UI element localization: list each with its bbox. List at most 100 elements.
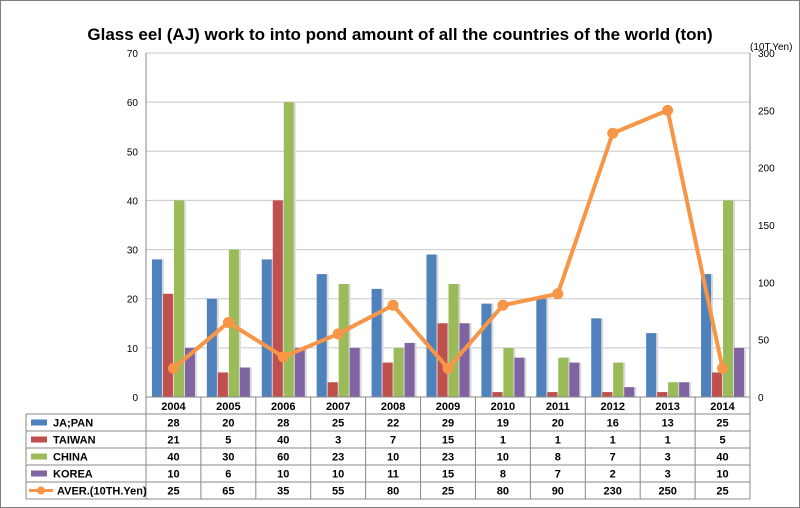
bar-korea bbox=[404, 342, 415, 397]
left-axis-tick-label: 50 bbox=[127, 147, 139, 158]
table-cell: 23 bbox=[332, 452, 344, 464]
bar-china bbox=[448, 283, 459, 397]
bar-japan bbox=[591, 318, 602, 397]
bar-china bbox=[393, 347, 404, 397]
legend-label: AVER.(10TH.Yen) bbox=[57, 486, 147, 498]
bar-japan bbox=[206, 298, 217, 397]
average-point bbox=[387, 299, 399, 311]
table-cell: 25 bbox=[442, 486, 454, 498]
bar-korea bbox=[459, 323, 470, 397]
right-axis-tick-label: 250 bbox=[758, 106, 775, 117]
bar-korea bbox=[514, 357, 525, 397]
axes: 0 10 20 30 40 50 60 70 0 50 100 150 200 250 300 bbox=[127, 49, 775, 404]
table-cell: 7 bbox=[610, 452, 616, 464]
average-point bbox=[497, 299, 509, 311]
bar-korea bbox=[624, 387, 635, 397]
bar-japan bbox=[426, 254, 437, 397]
table-cell: 1 bbox=[610, 435, 616, 447]
bar-china bbox=[173, 200, 184, 397]
legend-label: CHINA bbox=[53, 452, 88, 464]
table-cell: 10 bbox=[716, 469, 728, 481]
bar-taiwan bbox=[162, 293, 173, 397]
x-axis-category-label: 2013 bbox=[655, 401, 679, 413]
bar-taiwan bbox=[657, 392, 668, 397]
bar-china bbox=[613, 362, 624, 397]
table-cell: 23 bbox=[442, 452, 454, 464]
bar-china bbox=[503, 347, 514, 397]
legend-swatch bbox=[31, 419, 47, 426]
bar-korea bbox=[734, 347, 745, 397]
table-cell: 80 bbox=[497, 486, 509, 498]
legend-swatch bbox=[31, 470, 47, 477]
average-point bbox=[662, 104, 674, 116]
bar-taiwan bbox=[492, 392, 503, 397]
bar-japan bbox=[371, 288, 382, 397]
table-cell: 30 bbox=[222, 452, 234, 464]
table-cell: 16 bbox=[607, 418, 619, 430]
bar-japan bbox=[646, 333, 657, 397]
bar-korea bbox=[569, 362, 580, 397]
average-point bbox=[167, 362, 179, 374]
left-axis-tick-label: 10 bbox=[127, 344, 139, 355]
table-cell: 28 bbox=[277, 418, 289, 430]
table-cell: 60 bbox=[277, 452, 289, 464]
table-cell: 5 bbox=[225, 435, 231, 447]
table-cell: 90 bbox=[552, 486, 564, 498]
table-cell: 15 bbox=[442, 435, 454, 447]
right-axis-tick-label: 200 bbox=[758, 164, 775, 175]
table-cell: 1 bbox=[555, 435, 561, 447]
average-point bbox=[717, 362, 729, 374]
data-table: 2004 2005 2006 2007 2008 2009 2010 2011 2012 2013… bbox=[25, 397, 751, 500]
bars bbox=[151, 102, 747, 398]
bar-china bbox=[338, 283, 349, 397]
bar-japan bbox=[481, 303, 492, 397]
bar-korea bbox=[294, 347, 305, 397]
legend-label: KOREA bbox=[53, 469, 93, 481]
right-axis-unit: (10T.Yen) bbox=[750, 42, 792, 53]
table-cell: 25 bbox=[716, 418, 728, 430]
left-axis-tick-label: 30 bbox=[127, 246, 139, 257]
table-cell: 29 bbox=[442, 418, 454, 430]
x-axis-category-label: 2009 bbox=[436, 401, 460, 413]
table-cell: 20 bbox=[222, 418, 234, 430]
bar-china bbox=[723, 200, 734, 397]
x-axis-category-label: 2011 bbox=[546, 401, 570, 413]
bar-china bbox=[668, 382, 679, 397]
table-cell: 19 bbox=[497, 418, 509, 430]
table-cell: 2 bbox=[610, 469, 616, 481]
table-cell: 250 bbox=[658, 486, 676, 498]
table-cell: 3 bbox=[665, 469, 671, 481]
chart-title: Glass eel (AJ) work to into pond amount … bbox=[87, 25, 712, 44]
bar-korea bbox=[239, 367, 250, 397]
bar-taiwan bbox=[272, 200, 283, 397]
left-axis-tick-label: 20 bbox=[127, 295, 139, 306]
bar-japan bbox=[151, 259, 162, 397]
x-axis-category-label: 2010 bbox=[491, 401, 515, 413]
right-axis-tick-label: 100 bbox=[758, 278, 775, 289]
table-cell: 40 bbox=[716, 452, 728, 464]
table-cell: 8 bbox=[555, 452, 561, 464]
average-line bbox=[167, 104, 729, 374]
table-cell: 10 bbox=[167, 469, 179, 481]
table-cell: 11 bbox=[387, 469, 399, 481]
legend-swatch bbox=[31, 436, 47, 443]
bar-korea bbox=[349, 347, 360, 397]
bar-taiwan bbox=[217, 372, 228, 397]
table-cell: 3 bbox=[335, 435, 341, 447]
legend-label: JA;PAN bbox=[53, 418, 93, 430]
average-point bbox=[277, 351, 289, 363]
table-cell: 25 bbox=[332, 418, 344, 430]
bar-japan bbox=[261, 259, 272, 397]
legend-swatch bbox=[31, 453, 47, 460]
x-axis-category-label: 2012 bbox=[600, 401, 624, 413]
left-axis-tick-label: 70 bbox=[127, 49, 139, 60]
left-axis-tick-label: 40 bbox=[127, 196, 139, 207]
table-cell: 25 bbox=[716, 486, 728, 498]
right-axis-tick-label: 150 bbox=[758, 221, 775, 232]
table-cell: 7 bbox=[390, 435, 396, 447]
bar-korea bbox=[184, 347, 195, 397]
table-cell: 20 bbox=[552, 418, 564, 430]
table-cell: 6 bbox=[225, 469, 231, 481]
bar-taiwan bbox=[602, 392, 613, 397]
average-point bbox=[552, 288, 564, 300]
